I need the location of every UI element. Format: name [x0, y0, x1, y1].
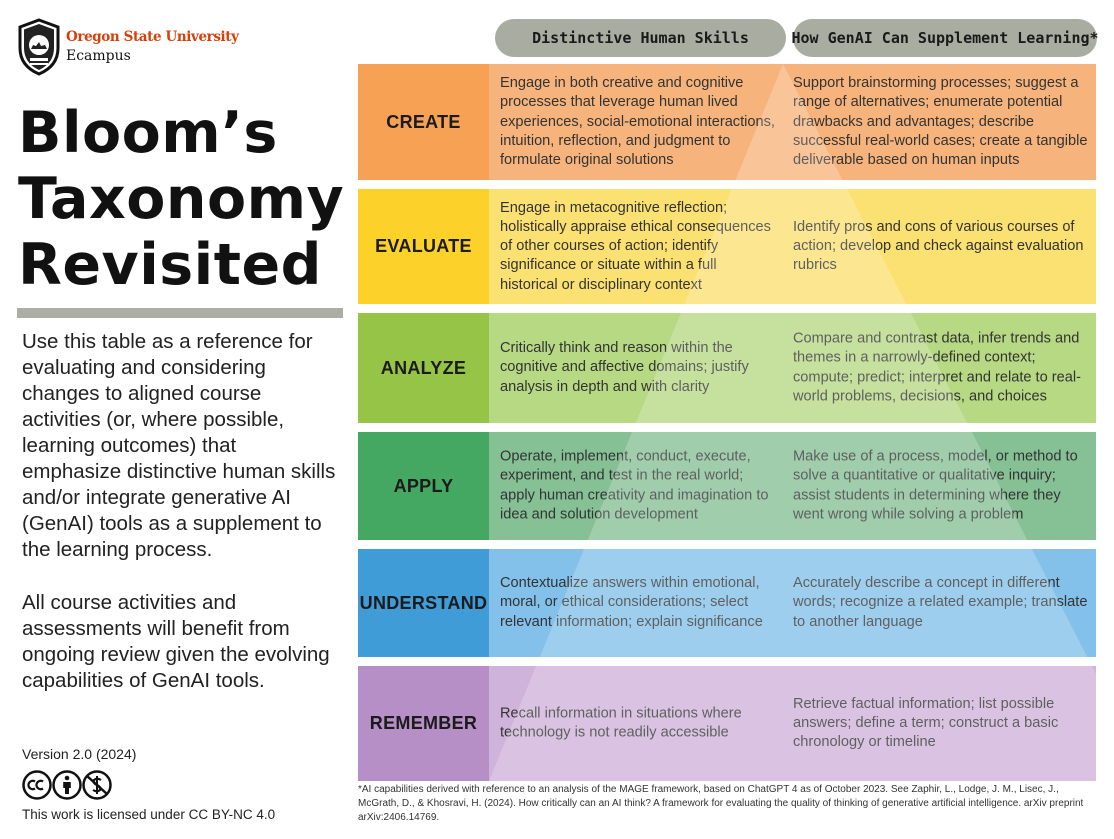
- row-understand: UNDERSTAND Contextualize answers within …: [358, 549, 1096, 657]
- title-line-2: Taxonomy: [18, 166, 345, 232]
- human-skills-text: Engage in both creative and cognitive pr…: [500, 74, 775, 168]
- human-skills-cell: Engage in both creative and cognitive pr…: [489, 64, 783, 180]
- genai-cell: Compare and contrast data, infer trends …: [783, 313, 1096, 423]
- genai-text: Identify pros and cons of various course…: [793, 218, 1084, 274]
- human-skills-cell: Critically think and reason within the c…: [489, 313, 783, 423]
- human-skills-text: Contextualize answers within emotional, …: [500, 575, 763, 630]
- cc-icon: [22, 770, 52, 800]
- row-analyze: ANALYZE Critically think and reason with…: [358, 313, 1096, 423]
- osu-seal-icon: [18, 18, 60, 76]
- level-label: UNDERSTAND: [358, 549, 489, 657]
- human-skills-cell: Contextualize answers within emotional, …: [489, 549, 783, 657]
- human-skills-text: Operate, implement, conduct, execute, ex…: [500, 448, 769, 523]
- university-name: Oregon State University: [66, 29, 239, 45]
- human-skills-header: Distinctive Human Skills: [495, 19, 786, 57]
- genai-text: Accurately describe a concept in differe…: [793, 575, 1088, 630]
- row-remember: REMEMBER Recall information in situation…: [358, 666, 1096, 781]
- human-skills-text: Critically think and reason within the c…: [500, 340, 749, 395]
- review-paragraph: All course activities and assessments wi…: [22, 591, 330, 692]
- version-label: Version 2.0 (2024): [22, 746, 137, 762]
- genai-text: Compare and contrast data, infer trends …: [793, 330, 1081, 405]
- human-skills-cell: Recall information in situations where t…: [489, 666, 783, 781]
- title-divider: [17, 308, 343, 318]
- unit-name: Ecampus: [66, 48, 131, 64]
- human-skills-cell: Engage in metacognitive reflection; holi…: [489, 189, 783, 304]
- level-label: APPLY: [358, 432, 489, 540]
- level-label: CREATE: [358, 64, 489, 180]
- human-skills-text: Engage in metacognitive reflection; holi…: [500, 199, 771, 293]
- level-label: REMEMBER: [358, 666, 489, 781]
- nc-icon: [82, 770, 112, 800]
- license-text: This work is licensed under CC BY-NC 4.0: [22, 807, 276, 822]
- genai-text: Support brainstorming processes; suggest…: [793, 74, 1088, 168]
- title-line-1: Bloom’s: [18, 100, 278, 166]
- genai-cell: Make use of a process, model, or method …: [783, 432, 1096, 540]
- level-label: EVALUATE: [358, 189, 489, 304]
- genai-cell: Accurately describe a concept in differe…: [783, 549, 1096, 657]
- genai-cell: Retrieve factual information; list possi…: [783, 666, 1096, 781]
- row-create: CREATE Engage in both creative and cogni…: [358, 64, 1096, 180]
- title-line-3: Revisited: [18, 232, 322, 298]
- row-evaluate: EVALUATE Engage in metacognitive reflect…: [358, 189, 1096, 304]
- footnote: *AI capabilities derived with reference …: [358, 784, 1084, 823]
- human-skills-cell: Operate, implement, conduct, execute, ex…: [489, 432, 783, 540]
- cc-license-icons: [22, 770, 112, 800]
- genai-text: Retrieve factual information; list possi…: [793, 695, 1059, 751]
- page-title: Bloom’s Taxonomy Revisited: [18, 100, 348, 298]
- level-label: ANALYZE: [358, 313, 489, 423]
- intro-paragraph: Use this table as a reference for evalua…: [22, 330, 336, 561]
- osu-ecampus-logo: Oregon State University Ecampus: [16, 18, 239, 78]
- human-skills-text: Recall information in situations where t…: [500, 705, 742, 741]
- genai-header: How GenAI Can Supplement Learning*: [791, 19, 1099, 57]
- genai-text: Make use of a process, model, or method …: [793, 448, 1078, 523]
- genai-cell: Identify pros and cons of various course…: [783, 189, 1096, 304]
- row-apply: APPLY Operate, implement, conduct, execu…: [358, 432, 1096, 540]
- genai-cell: Support brainstorming processes; suggest…: [783, 64, 1096, 180]
- by-icon: [52, 770, 82, 800]
